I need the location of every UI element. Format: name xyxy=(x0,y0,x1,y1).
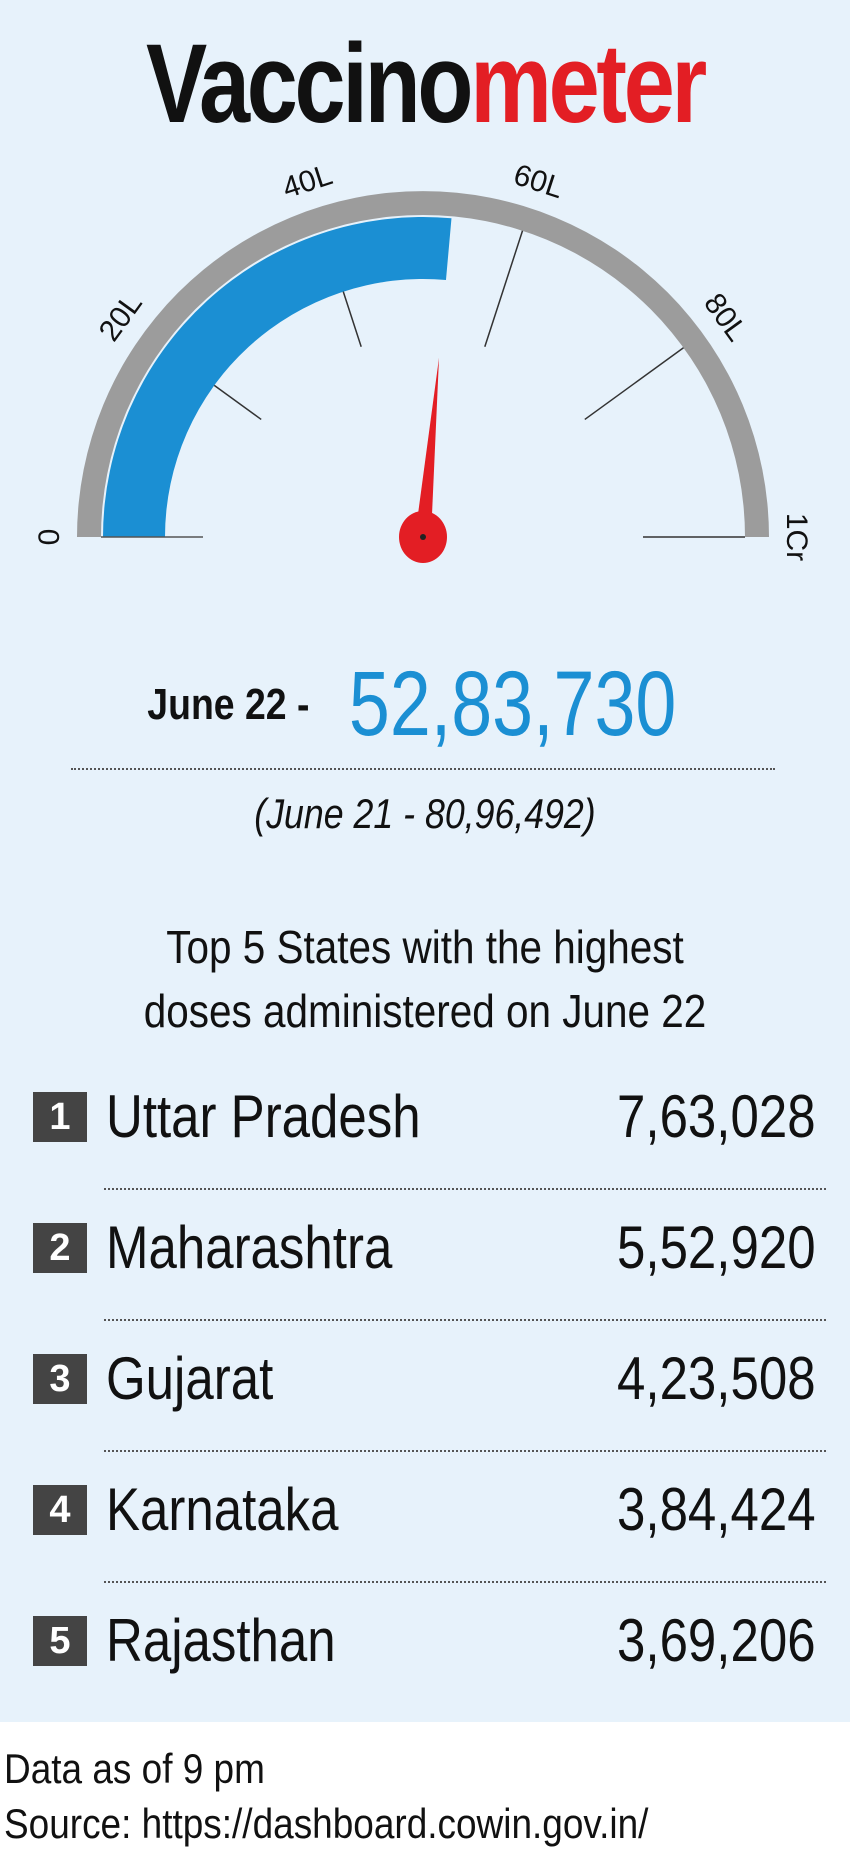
table-row: 4 Karnataka 3,84,424 xyxy=(0,1471,850,1551)
gauge-needle xyxy=(415,357,440,538)
rank-badge: 5 xyxy=(33,1616,87,1666)
gauge-label: 0 xyxy=(33,529,66,546)
heading-line-1: Top 5 States with the highest xyxy=(166,921,684,973)
divider xyxy=(71,768,775,770)
needle-pin xyxy=(420,534,426,540)
state-name: Karnataka xyxy=(106,1476,339,1543)
dose-count: 7,63,028 xyxy=(617,1083,816,1150)
row-divider xyxy=(104,1319,826,1321)
gauge-label: 40L xyxy=(279,158,337,205)
gauge-tick xyxy=(484,230,524,348)
state-name: Rajasthan xyxy=(106,1607,336,1674)
state-name: Maharashtra xyxy=(106,1214,393,1281)
headline: June 22 - 52,83,730 xyxy=(0,652,850,757)
table-row: 5 Rajasthan 3,69,206 xyxy=(0,1602,850,1682)
title-part-red: meter xyxy=(470,21,707,146)
rank-badge: 4 xyxy=(33,1485,87,1535)
state-name: Gujarat xyxy=(106,1345,274,1412)
dose-count: 4,23,508 xyxy=(617,1345,816,1412)
table-row: 1 Uttar Pradesh 7,63,028 xyxy=(0,1078,850,1158)
dose-count: 5,52,920 xyxy=(617,1214,816,1281)
gauge-tick xyxy=(342,291,362,348)
table-heading: Top 5 States with the highest doses admi… xyxy=(51,915,799,1043)
gauge-tick xyxy=(584,347,684,421)
gauge-label: 60L xyxy=(510,158,568,205)
row-divider xyxy=(104,1450,826,1452)
headline-value: 52,83,730 xyxy=(348,653,677,755)
previous-day: (June 21 - 80,96,492) xyxy=(254,790,596,837)
infographic-panel xyxy=(0,0,850,1722)
state-name: Uttar Pradesh xyxy=(106,1083,421,1150)
table-row: 3 Gujarat 4,23,508 xyxy=(0,1340,850,1420)
row-divider xyxy=(104,1188,826,1190)
rank-badge: 3 xyxy=(33,1354,87,1404)
dose-count: 3,69,206 xyxy=(617,1607,816,1674)
page-title: Vaccinometer xyxy=(77,28,774,140)
rank-badge: 1 xyxy=(33,1092,87,1142)
footer-source: Source: https://dashboard.cowin.gov.in/ xyxy=(4,1800,649,1847)
gauge-label: 1Cr xyxy=(780,513,813,561)
table-row: 2 Maharashtra 5,52,920 xyxy=(0,1209,850,1289)
row-divider xyxy=(104,1581,826,1583)
gauge-tick xyxy=(213,384,262,421)
title-part-black: Vaccino xyxy=(146,21,473,146)
headline-date: June 22 - xyxy=(147,679,310,729)
dose-count: 3,84,424 xyxy=(617,1476,816,1543)
rank-badge: 2 xyxy=(33,1223,87,1273)
gauge-fill xyxy=(103,216,452,537)
footer-note: Data as of 9 pm xyxy=(4,1745,265,1792)
heading-line-2: doses administered on June 22 xyxy=(143,985,707,1037)
